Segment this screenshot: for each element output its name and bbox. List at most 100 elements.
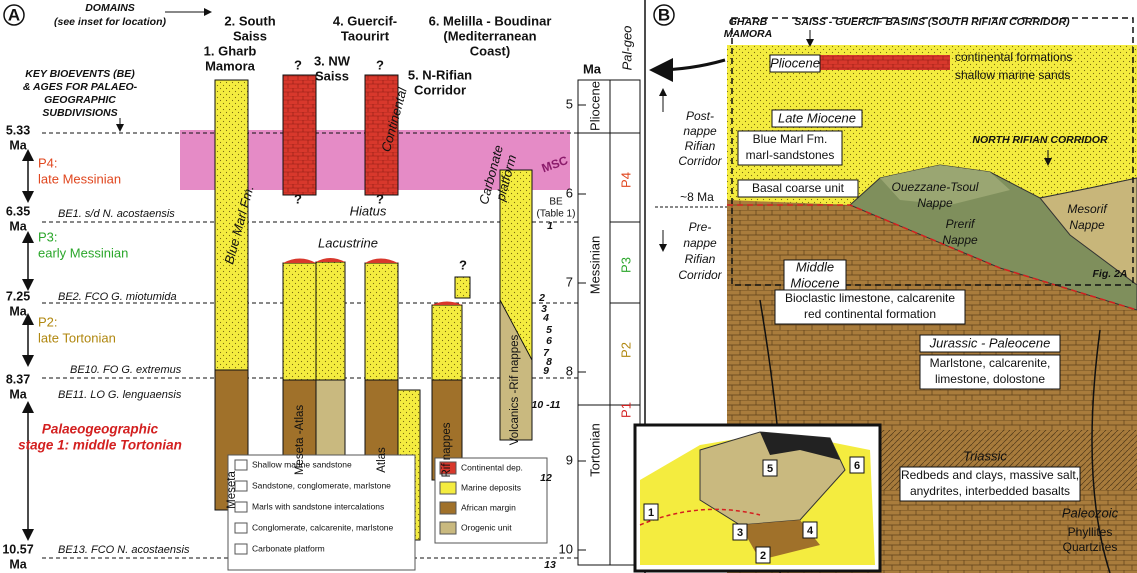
legend-label: Orogenic unit <box>461 522 512 532</box>
unknown-mark: ? <box>294 57 302 72</box>
legend-swatch <box>235 460 247 470</box>
inset-number: 5 <box>767 463 773 475</box>
stage-name: late Tortonian <box>38 330 116 345</box>
pliocene-label: Pliocene <box>770 55 820 70</box>
age-value: 7.25 <box>6 289 30 303</box>
pre-nappe: Corridor <box>678 268 722 282</box>
column-cap <box>283 259 316 264</box>
legend-swatch <box>440 502 456 514</box>
basement-label: Atlas <box>376 447 388 473</box>
gharb-label: GHARB <box>729 16 768 28</box>
legend-swatch <box>235 544 247 554</box>
middle-miocene: Middle <box>796 259 834 274</box>
domains-note: (see inset for location) <box>54 16 167 28</box>
pre-nappe: Pre- <box>689 220 712 234</box>
domains-note: DOMAINS <box>85 2 135 14</box>
bioevents-note: SUBDIVISIONS <box>42 107 117 119</box>
bioevent: BE13. FCO N. acostaensis <box>58 544 190 556</box>
ouezzane: Ouezzane-Tsoul <box>892 180 979 194</box>
legend-swatch <box>440 482 456 494</box>
domain-title: Mamora <box>205 58 256 73</box>
epoch: Messinian <box>587 236 602 295</box>
stage: P2 <box>618 342 633 358</box>
inset-number: 1 <box>648 507 654 519</box>
legend-label: Shallow marine sandstone <box>252 459 352 469</box>
column-marine <box>432 305 462 380</box>
post-nappe: Post- <box>686 109 714 123</box>
legend-label: Carbonate platform <box>252 543 325 553</box>
inset-number: 6 <box>854 460 860 472</box>
domain-title: Coast) <box>470 43 510 58</box>
domain-title: 4. Guercif- <box>333 13 397 28</box>
inset-number: 2 <box>760 550 766 562</box>
legend-swatch <box>440 522 456 534</box>
column-cap <box>316 258 345 262</box>
scale-unit: Ma <box>583 61 602 76</box>
stage: P3 <box>618 257 633 273</box>
page: { "panel_a": { "label": "A", "domains_no… <box>0 0 1137 573</box>
unknown-mark: ? <box>376 57 384 72</box>
domain-title: 3. NW <box>314 53 351 68</box>
age-value: 5.33 <box>6 123 30 137</box>
age-8: ~8 Ma <box>680 190 714 204</box>
panel-label: A <box>8 5 20 24</box>
domain-title: (Mediterranean <box>443 28 536 43</box>
legend-label: African margin <box>461 502 516 512</box>
legend-swatch <box>235 523 247 533</box>
scale-tick-label: 9 <box>566 452 573 467</box>
time-scale <box>578 80 610 565</box>
triassic: Triassic <box>963 448 1007 463</box>
be-number: 6 <box>546 335 552 347</box>
jurassic: Jurassic - Paleocene <box>929 335 1051 350</box>
unknown-mark: ? <box>459 257 467 272</box>
domain-title: 5. N-Rifian <box>408 67 472 82</box>
legend-label: Marine deposits <box>461 482 521 492</box>
stage-code: P4: <box>38 155 58 170</box>
bioevents-note: & AGES FOR PALAEO- <box>23 81 138 93</box>
scale-tick-label: 8 <box>566 363 573 378</box>
age-value: 10.57 <box>2 542 33 556</box>
column-continental <box>283 75 316 195</box>
gharb-label: MAMORA <box>724 28 772 40</box>
age-unit: Ma <box>9 387 27 401</box>
north-corridor: NORTH RIFIAN CORRIDOR <box>972 134 1108 146</box>
triassic-note: anydrites, interbedded basalts <box>910 484 1070 498</box>
domain-title: 2. South <box>224 13 275 28</box>
continental-formation <box>820 55 950 70</box>
bioevents-note: KEY BIOEVENTS (BE) <box>25 68 135 80</box>
basal-unit: Basal coarse unit <box>752 181 845 195</box>
bioevent: BE11. LO G. lenguaensis <box>58 389 182 401</box>
jurassic-note: limestone, dolostone <box>935 372 1045 386</box>
basement-label: Meseta <box>226 471 238 509</box>
unknown-mark: ? <box>294 191 302 206</box>
column-marine <box>365 263 398 380</box>
triassic-note: Redbeds and clays, massive salt, <box>901 468 1079 482</box>
column-marine <box>316 262 345 380</box>
pliocene-note: continental formations <box>955 50 1072 64</box>
paleozoic-note: Quartzites <box>1063 540 1118 554</box>
figure: A DOMAINS (see inset for location) KEY BIOE… <box>0 0 1137 573</box>
be-number: 1 <box>547 220 553 232</box>
age-value: 8.37 <box>6 372 30 386</box>
stage-code: P2: <box>38 314 58 329</box>
unknown-mark: ? <box>376 191 384 206</box>
scale-tick-label: 6 <box>566 185 573 200</box>
ouezzane: Nappe <box>917 196 953 210</box>
pliocene-note: shallow marine sands <box>955 68 1070 82</box>
pre-nappe: nappe <box>683 236 717 250</box>
scale-column: Pal-geo <box>619 26 634 71</box>
inset-number: 4 <box>807 525 814 537</box>
age-unit: Ma <box>9 138 27 152</box>
middle-miocene: Miocene <box>790 275 839 290</box>
be-number: 12 <box>540 472 552 484</box>
prerif: Nappe <box>942 233 978 247</box>
middle-miocene-note: Bioclastic limestone, calcarenite <box>785 291 955 305</box>
stage: P4 <box>618 172 633 188</box>
stage-name: stage 1: middle Tortonian <box>18 438 182 453</box>
basement-label: Volcanics -Rif nappes <box>509 334 521 445</box>
post-nappe: Corridor <box>678 154 722 168</box>
post-nappe: Rifian <box>685 139 716 153</box>
legend-label: Sandstone, conglomerate, marlstone <box>252 480 391 490</box>
domain-title: Taourirt <box>341 28 390 43</box>
paleozoic-note: Phyllites <box>1068 525 1113 539</box>
